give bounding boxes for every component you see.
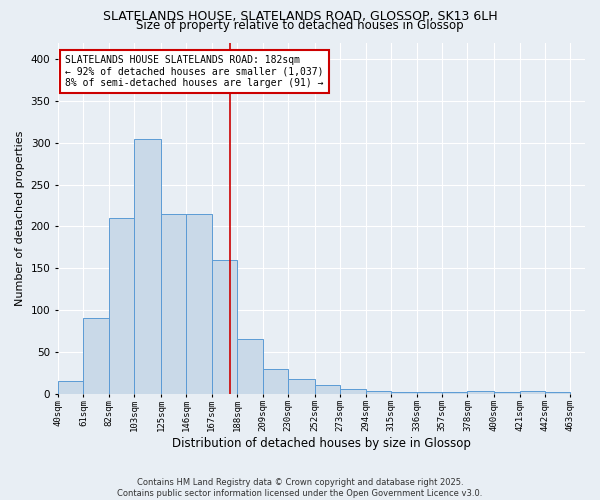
Bar xyxy=(263,368,288,394)
Bar xyxy=(212,260,237,394)
Bar xyxy=(467,391,494,394)
Bar xyxy=(83,318,109,394)
Bar xyxy=(391,392,416,394)
Bar xyxy=(315,386,340,394)
Bar xyxy=(494,392,520,394)
Bar xyxy=(109,218,134,394)
Text: SLATELANDS HOUSE SLATELANDS ROAD: 182sqm
← 92% of detached houses are smaller (1: SLATELANDS HOUSE SLATELANDS ROAD: 182sqm… xyxy=(65,55,324,88)
Text: SLATELANDS HOUSE, SLATELANDS ROAD, GLOSSOP, SK13 6LH: SLATELANDS HOUSE, SLATELANDS ROAD, GLOSS… xyxy=(103,10,497,23)
Bar xyxy=(58,381,83,394)
Bar xyxy=(520,391,545,394)
Text: Contains HM Land Registry data © Crown copyright and database right 2025.
Contai: Contains HM Land Registry data © Crown c… xyxy=(118,478,482,498)
Bar xyxy=(288,380,315,394)
Bar xyxy=(187,214,212,394)
Y-axis label: Number of detached properties: Number of detached properties xyxy=(15,130,25,306)
Bar xyxy=(161,214,187,394)
Bar xyxy=(237,340,263,394)
Bar xyxy=(545,392,571,394)
Bar xyxy=(134,138,161,394)
Bar xyxy=(442,392,467,394)
Text: Size of property relative to detached houses in Glossop: Size of property relative to detached ho… xyxy=(136,19,464,32)
Bar xyxy=(365,391,391,394)
Bar xyxy=(416,392,442,394)
X-axis label: Distribution of detached houses by size in Glossop: Distribution of detached houses by size … xyxy=(172,437,471,450)
Bar xyxy=(340,390,365,394)
